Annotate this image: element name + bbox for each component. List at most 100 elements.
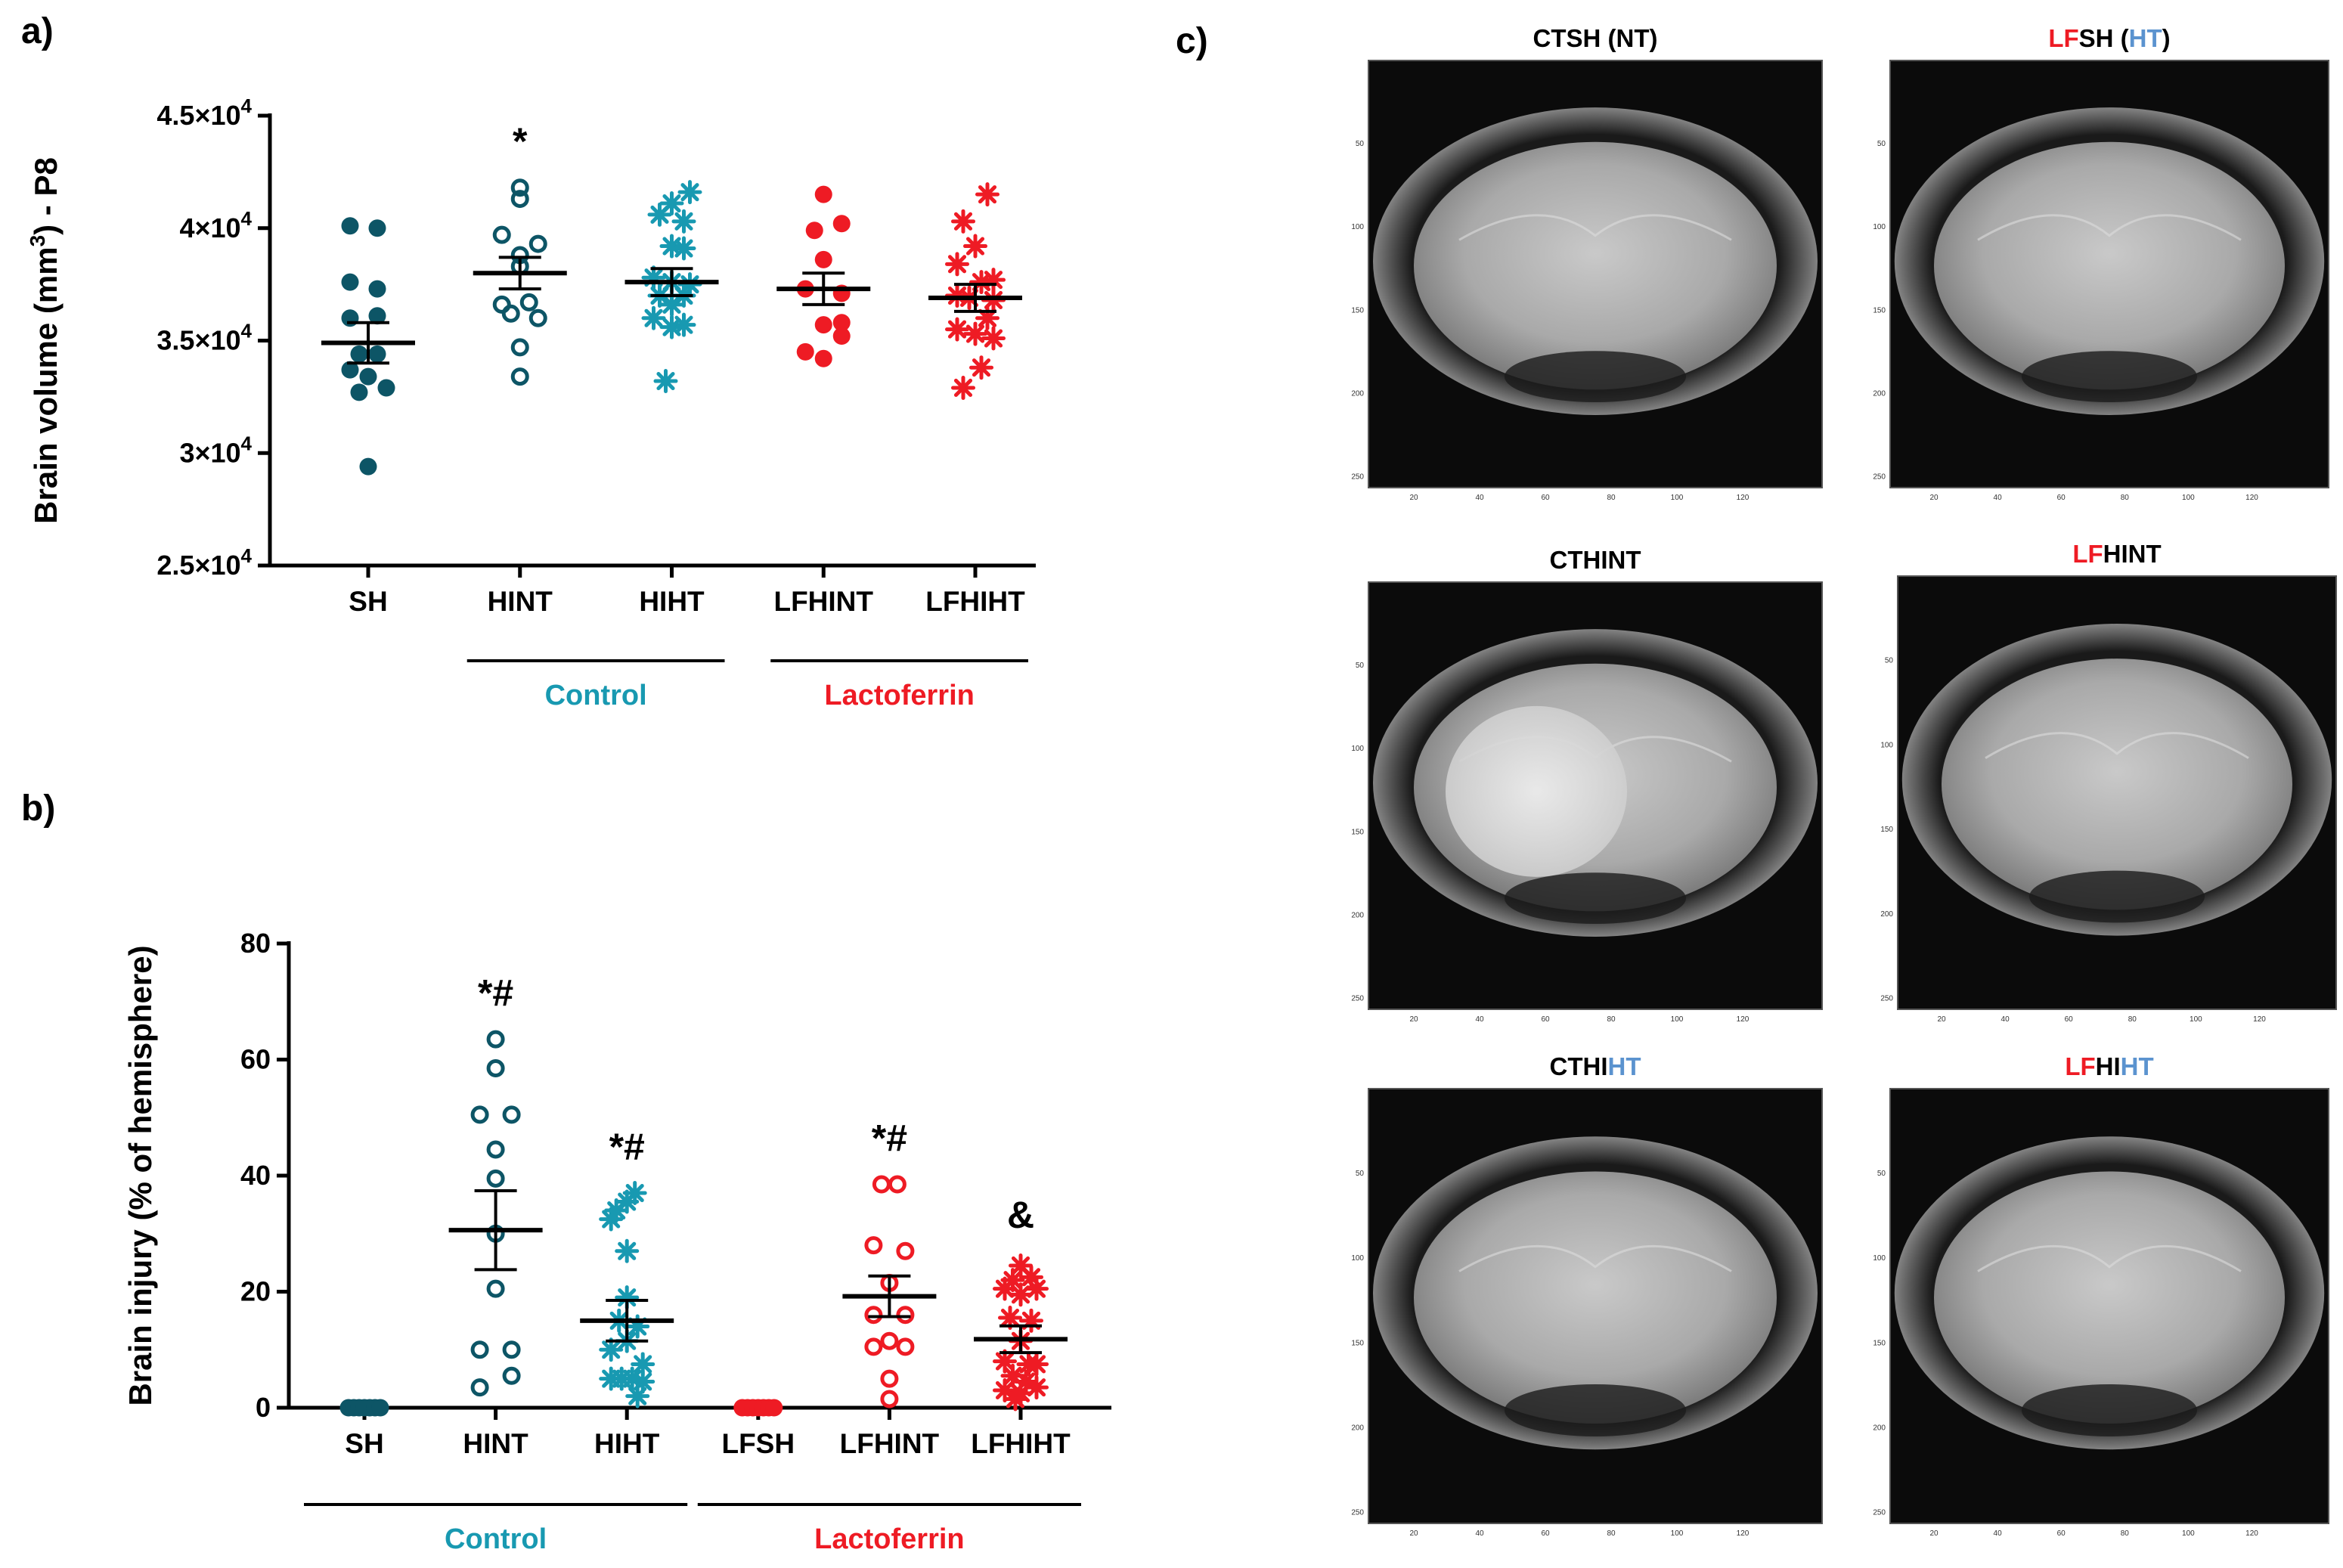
data-point [359,367,377,386]
mri-x-tick: 80 [1607,494,1616,502]
mri-y-tick: 100 [1873,223,1886,231]
chart-b: 0 20 40 60 80 SH HINT HIHT LFSH LFHINT LFHIHT Brain… [122,928,1111,1555]
data-point [528,234,547,253]
data-point [963,234,987,259]
mri-y-tick: 250 [1351,473,1364,482]
mri-x-tick: 100 [2182,494,2195,502]
mri-x-tick: 100 [1671,494,1684,502]
mri-title: LFHIHT [2065,1052,2153,1080]
panel-label-a: a) [21,11,54,51]
data-point [671,236,696,261]
data-point [880,1369,899,1388]
mri-hippocampus [1977,214,2242,241]
mri-y-tick: 100 [1880,741,1893,749]
mri-brain [1934,1171,2285,1424]
mri-y-tick: 100 [1351,1254,1364,1263]
mri-brain [1934,141,2285,390]
mri-x-tick: 60 [2057,1529,2066,1538]
mri-x-tick: 60 [2057,494,2066,502]
y-tick-label: 20 [240,1276,271,1307]
data-point [975,182,999,207]
data-point [368,307,386,325]
series-LFHINT [776,185,871,367]
group-label: Control [445,1523,547,1555]
series-LFHIHT [928,182,1022,400]
data-point [864,1337,883,1356]
data-point [599,1207,624,1232]
mri-x-tick: 60 [1541,494,1550,502]
data-point [1003,1387,1027,1412]
data-point [888,1175,907,1194]
mri-hippocampus [1458,214,1732,241]
mri-x-tick: 100 [1671,1015,1684,1024]
data-point [659,292,684,317]
mri-x-tick: 80 [1607,1529,1616,1538]
group-label: Lactoferrin [814,1523,964,1555]
mri-base [1505,1384,1686,1436]
data-point [814,185,832,203]
mri-panel-4: LFHINT 20 40 60 80 100 120 50 100 150 200 250 [1880,540,2337,1024]
data-point [350,345,368,363]
y-tick-label: 4×104 [179,207,252,243]
data-point [510,178,529,197]
x-tick-label: LFHINT [773,586,873,617]
data-point [470,1105,489,1124]
y-tick-label: 2.5×104 [157,544,252,581]
data-point [671,209,696,234]
x-tick-label: LFHINT [840,1428,940,1459]
mri-x-tick: 80 [2128,1015,2137,1024]
mri-y-tick: 100 [1873,1254,1886,1263]
data-point [765,1399,783,1417]
mri-y-tick: 50 [1885,657,1894,665]
mri-x-tick: 120 [2253,1015,2266,1024]
mri-x-tick: 100 [2190,1015,2202,1024]
chart-a: 2.5×104 3×104 3.5×104 4×104 4.5×104 SH HINT HIH… [26,95,1036,711]
data-point [470,1340,489,1359]
x-tick-label: SH [345,1428,383,1459]
y-tick-label: 40 [240,1160,271,1191]
mri-y-tick: 150 [1351,306,1364,315]
data-point [993,1276,1017,1301]
mri-y-tick: 50 [1877,1170,1886,1178]
data-point [951,209,975,234]
data-point [864,1236,883,1255]
data-point [880,1390,899,1408]
mri-x-tick: 100 [1671,1529,1684,1538]
data-point [864,1306,883,1325]
mri-y-tick: 150 [1873,1339,1886,1347]
mri-hippocampus [1977,1244,2242,1272]
mri-y-tick: 100 [1351,223,1364,231]
data-point [896,1241,915,1260]
mri-x-tick: 120 [1737,1015,1750,1024]
data-point [486,1169,505,1188]
data-point [486,1030,505,1049]
data-point [492,225,511,244]
data-point [502,1340,521,1359]
mri-panel-5: CTHIHT 20 40 60 80 100 120 50 100 150 200 250 [1351,1052,1823,1538]
mri-x-tick: 120 [1737,1529,1750,1538]
mri-x-tick: 20 [1409,1529,1418,1538]
x-tick-label: HIHT [639,586,705,617]
mri-y-tick: 250 [1351,995,1364,1003]
data-point [641,305,666,330]
series-LFHIHT: & [974,1194,1068,1412]
y-tick-label: 0 [256,1392,271,1423]
mri-y-tick: 200 [1873,1424,1886,1432]
mri-title: LFHINT [2072,540,2161,568]
mri-title: LFSH (HT) [2048,24,2170,52]
mri-panel-3: CTHINT 20 40 60 80 100 120 50 100 150 200 250 [1351,546,1823,1024]
mri-y-tick: 150 [1873,306,1886,315]
y-tick-label: 80 [240,928,271,959]
data-point [368,280,386,298]
x-tick-label: HINT [463,1428,528,1459]
data-point [814,349,832,367]
y-tick-label: 60 [240,1044,271,1075]
data-point [350,383,368,401]
data-point [501,304,520,323]
mri-grid: CTSH (NT)20 40 60 80 100 12050100150200250LFS… [1351,24,2337,1538]
mri-x-tick: 40 [1475,1015,1484,1024]
x-tick-label: LFHIHT [925,586,1025,617]
x-tick-label: SH [349,586,387,617]
mri-x-tick: 40 [1994,494,2003,502]
